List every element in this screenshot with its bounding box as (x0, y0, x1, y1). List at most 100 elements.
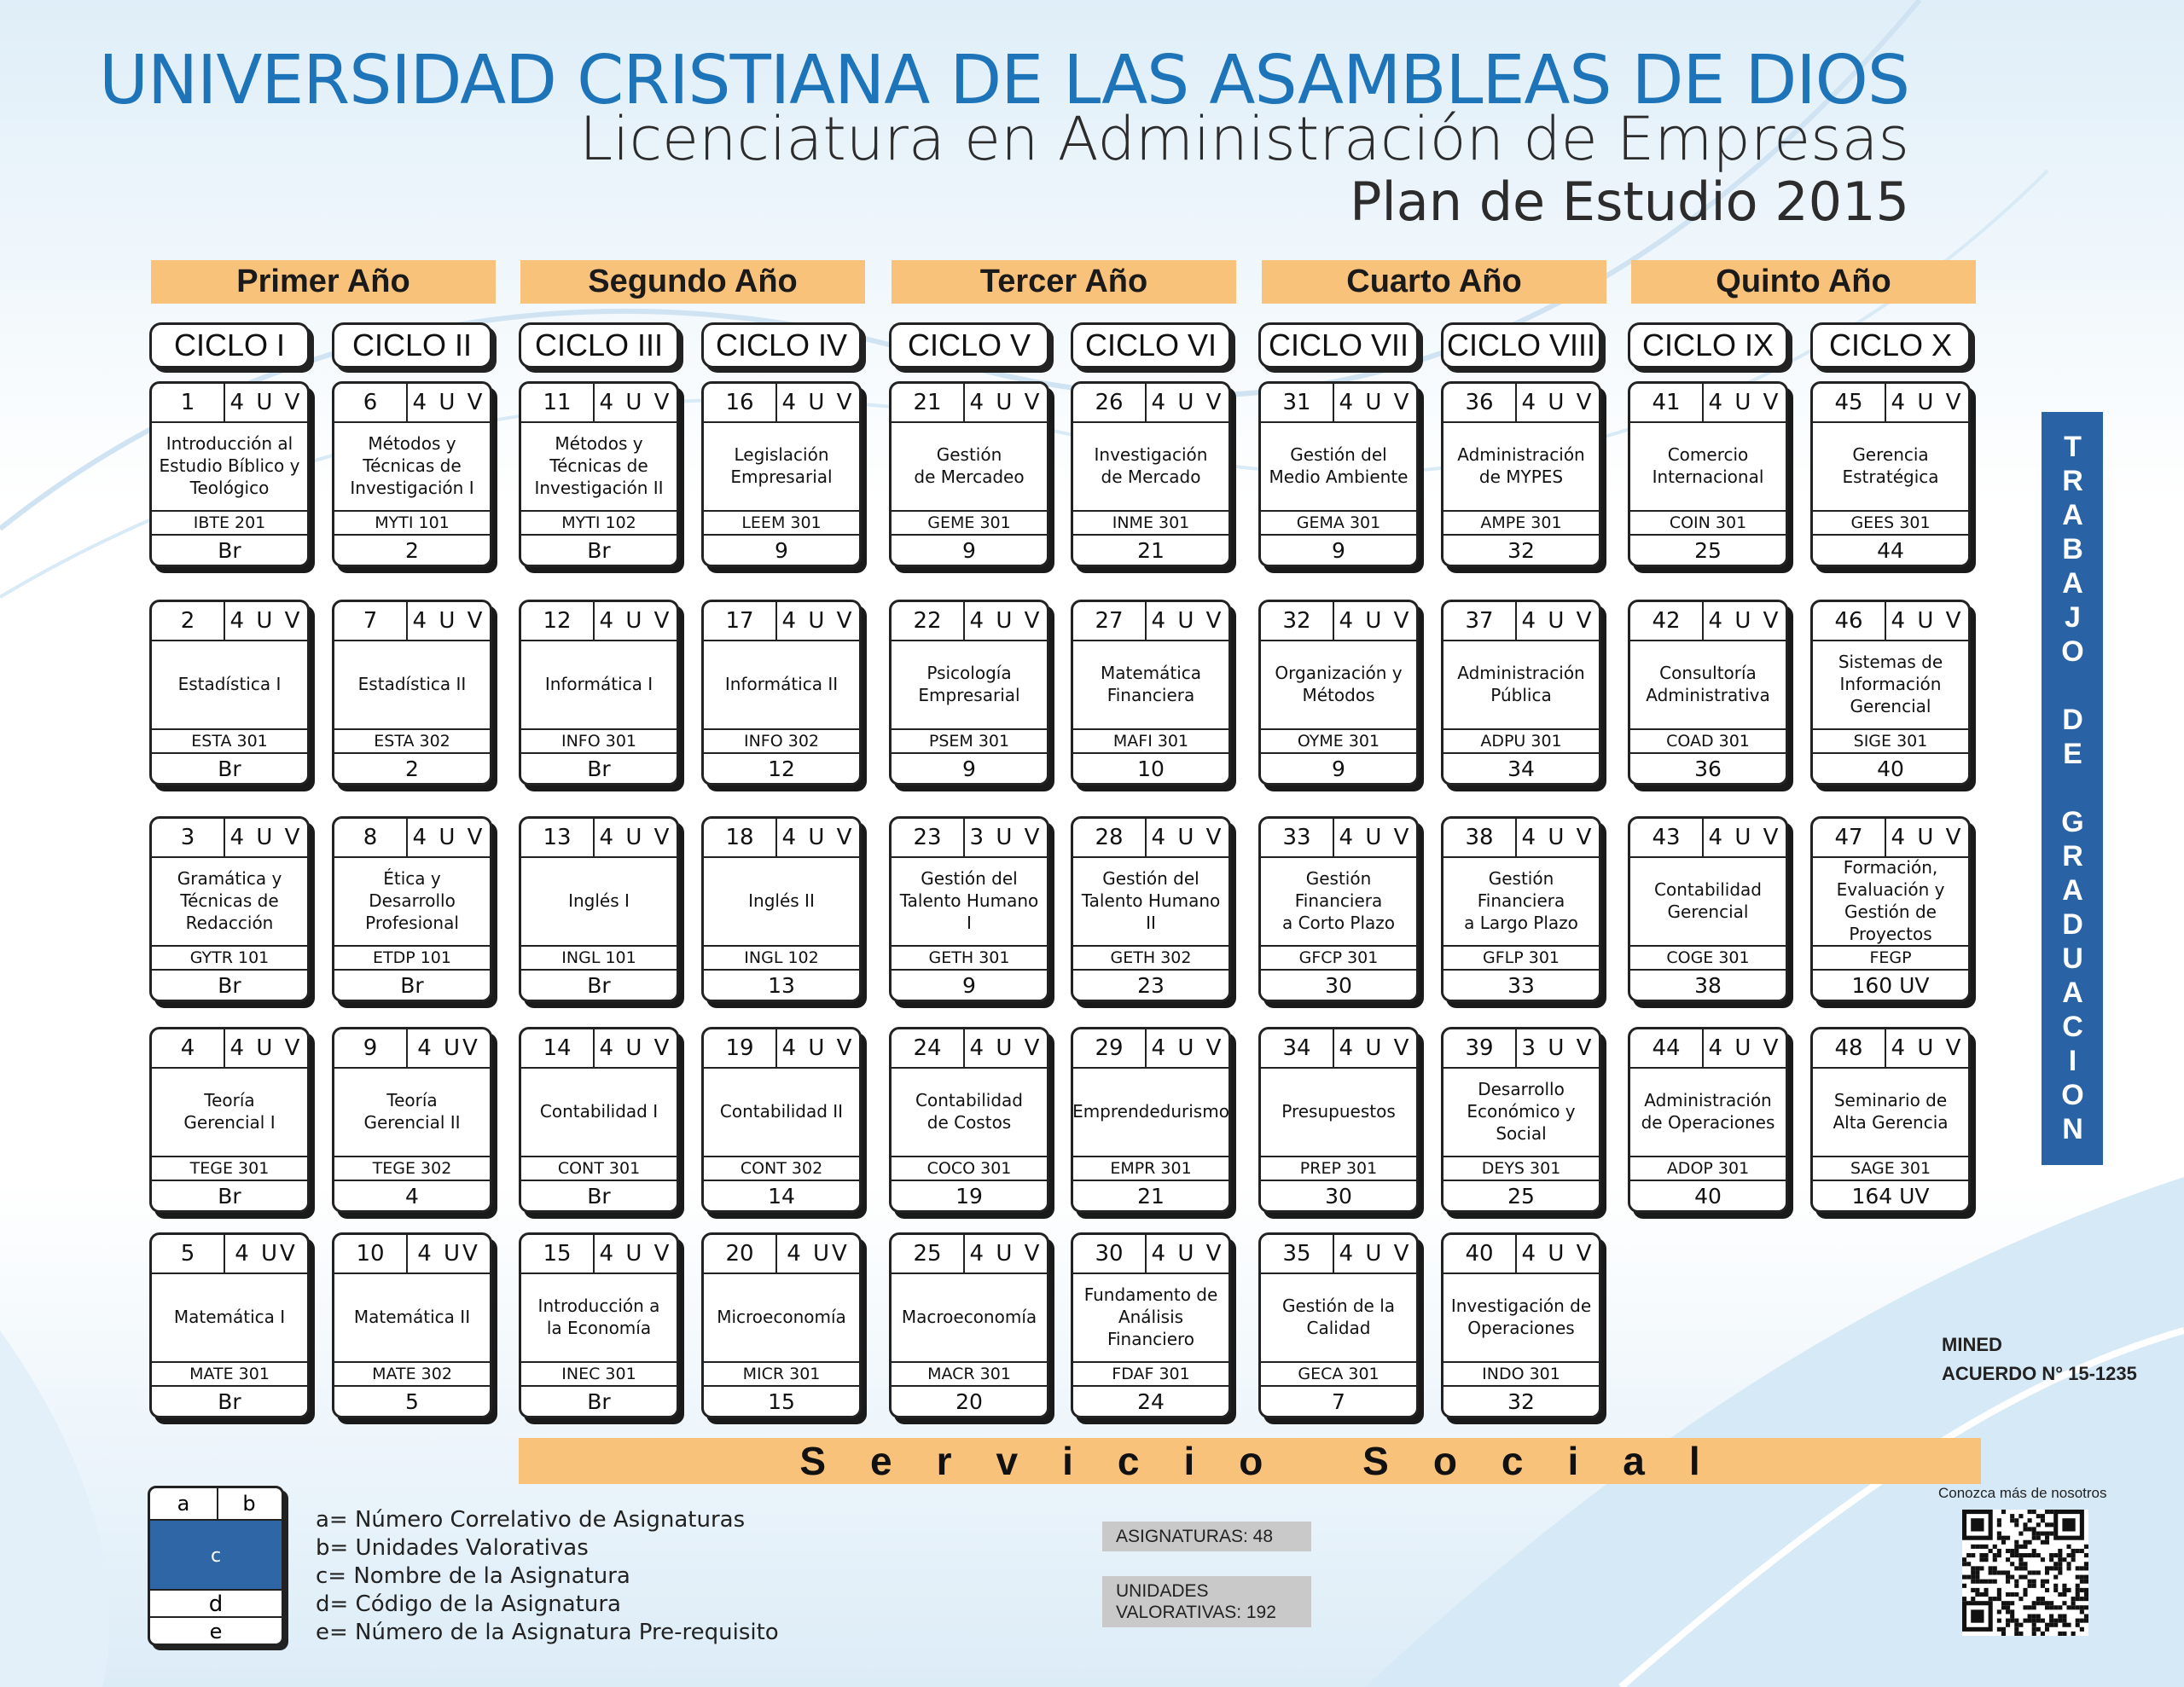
qr-module (2031, 1618, 2036, 1623)
course-number: 41 (1630, 384, 1704, 421)
course-code: DEYS 301 (1443, 1156, 1599, 1181)
legend-key-e: e (150, 1616, 282, 1644)
legend-key-b: b (242, 1492, 256, 1516)
qr-module (1984, 1544, 1989, 1549)
qr-module (2083, 1566, 2088, 1571)
course-name: Investigación de Mercado (1073, 423, 1228, 508)
course-name: Informática II (704, 641, 859, 727)
qr-module (2049, 1605, 2054, 1610)
qr-module (2040, 1557, 2045, 1562)
qr-module (1971, 1544, 1976, 1549)
course-prerequisite: 9 (962, 756, 976, 781)
course-name-line: Introducción a (537, 1296, 660, 1316)
course-uv: 4 U V (1521, 825, 1594, 850)
qr-module (2006, 1557, 2011, 1562)
qr-module (2006, 1574, 2011, 1580)
qr-module (2058, 1570, 2063, 1575)
qr-module (2053, 1566, 2059, 1571)
course-name: Gestión de Mercadeo (892, 423, 1047, 508)
course-name: Estadística I (152, 641, 307, 727)
qr-module (2071, 1553, 2076, 1558)
course-card: 30 4 U V Fundamento de Análisis Financiero FD… (1071, 1232, 1231, 1418)
qr-module (2006, 1570, 2011, 1575)
qr-module (2010, 1609, 2015, 1615)
course-name: Contabilidad I (521, 1069, 677, 1154)
qr-module (1979, 1553, 1984, 1558)
qr-module (2023, 1553, 2028, 1558)
qr-label: Conozca más de nosotros (1938, 1485, 2107, 1501)
qr-module (1996, 1570, 2001, 1575)
ciclo-header: CICLO VII (1258, 322, 1419, 368)
qr-module (2083, 1597, 2088, 1602)
course-number: 18 (704, 819, 777, 856)
course-uv: 3 U V (969, 825, 1043, 850)
course-name: Sistemas de Información Gerencial (1813, 641, 1968, 727)
course-name-line: Consultoría (1659, 663, 1757, 683)
course-prerequisite: 10 (1137, 756, 1165, 781)
qr-module (2036, 1626, 2041, 1632)
qr-module (2075, 1587, 2080, 1592)
course-code: OYME 301 (1261, 728, 1416, 754)
course-number: 4 (152, 1029, 225, 1067)
course-code: GETH 301 (892, 945, 1047, 971)
qr-module (2014, 1591, 2019, 1597)
qr-module (2031, 1605, 2036, 1610)
course-name-line: Administrativa (1646, 685, 1770, 705)
qr-module (1988, 1597, 1993, 1602)
qr-module (2001, 1626, 2007, 1632)
qr-module (1996, 1626, 2001, 1632)
course-uv: 4 U V (781, 825, 855, 850)
qr-module (2049, 1618, 2054, 1623)
course-name: Gestión del Talento Humano II (1073, 858, 1228, 943)
qr-module (2014, 1618, 2019, 1623)
qr-module (2075, 1566, 2080, 1571)
qr-module (1992, 1553, 1997, 1558)
qr-module (2066, 1605, 2071, 1610)
course-name: Métodos y Técnicas de Investigación I (334, 423, 490, 508)
qr-module (2053, 1622, 2059, 1627)
trabajo-graduacion-banner: TRABAJO DE GRADUACION (2042, 412, 2103, 1165)
course-name-line: Gestión (936, 444, 1002, 465)
course-prerequisite: 4 (405, 1183, 419, 1209)
course-name-line: Teoría (386, 1090, 438, 1110)
qr-module (1962, 1557, 1967, 1562)
course-prerequisite: 5 (405, 1388, 419, 1414)
qr-module (1988, 1570, 1993, 1575)
qr-code-icon[interactable] (1962, 1510, 2088, 1636)
qr-module (2058, 1618, 2063, 1623)
qr-module (2031, 1601, 2036, 1606)
course-uv: 3 U V (1521, 1035, 1594, 1061)
qr-module (2044, 1626, 2050, 1632)
qr-module (2031, 1631, 2036, 1636)
course-number: 40 (1443, 1235, 1517, 1272)
qr-module (2049, 1622, 2054, 1627)
legend-item: e= Número de la Asignatura Pre-requisito (316, 1620, 779, 1645)
course-uv: 4 U V (781, 390, 855, 415)
stat-asignaturas-label: ASIGNATURAS: 48 (1116, 1527, 1273, 1546)
qr-module (2079, 1597, 2084, 1602)
qr-module (2010, 1553, 2015, 1558)
course-prerequisite: 32 (1507, 1388, 1535, 1414)
qr-module (1975, 1591, 1980, 1597)
course-number: 32 (1261, 602, 1334, 640)
year-header: Tercer Año (892, 260, 1236, 304)
course-prerequisite: 12 (768, 756, 795, 781)
stat-asignaturas: ASIGNATURAS: 48 (1102, 1522, 1311, 1551)
qr-module (2023, 1605, 2028, 1610)
course-name-line: Presupuestos (1281, 1101, 1396, 1122)
course-prerequisite: Br (218, 537, 241, 563)
course-name: Administración de MYPES (1443, 423, 1599, 508)
legend-key-d: d (150, 1589, 282, 1618)
course-number: 37 (1443, 602, 1517, 640)
course-name: Emprendedurismo (1073, 1069, 1228, 1154)
qr-module (2071, 1597, 2076, 1602)
qr-module (1984, 1591, 1989, 1597)
course-name-line: Informática II (724, 674, 839, 694)
course-card: 23 3 U V Gestión del Talento Humano I GETH 3… (889, 816, 1049, 1002)
qr-module (2044, 1566, 2050, 1571)
qr-module (2079, 1579, 2084, 1584)
course-uv: 4 U V (1708, 390, 1781, 415)
legend-key-a: a (150, 1488, 218, 1519)
qr-module (2031, 1583, 2036, 1588)
course-card: 10 4 UV Matemática II MATE 302 5 (332, 1232, 492, 1418)
